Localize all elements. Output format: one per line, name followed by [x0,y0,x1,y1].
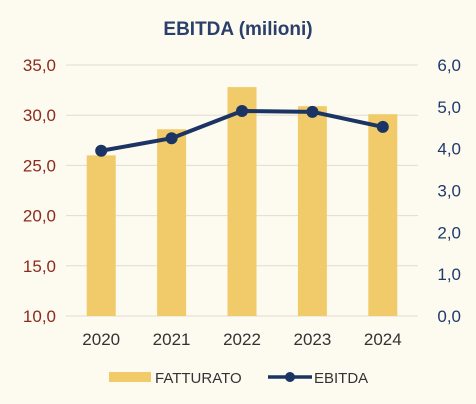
ebitda-point [165,132,178,145]
legend-swatch-ebitda-marker [285,372,295,382]
y-axis-right: 0,0 1,0 2,0 3,0 4,0 5,0 6,0 [437,56,461,326]
y-left-tick-label: 10,0 [23,307,56,326]
y-right-tick-label: 4,0 [437,140,461,159]
x-tick-label: 2022 [223,330,261,349]
y-right-tick-label: 5,0 [437,98,461,117]
chart-title: EBITDA (milioni) [163,19,312,40]
y-right-tick-label: 0,0 [437,307,461,326]
ebitda-point [376,120,389,133]
x-tick-label: 2020 [82,330,120,349]
bar-fatturato [368,114,398,316]
ebitda-point [306,105,319,118]
x-tick-label: 2021 [153,330,191,349]
y-right-tick-label: 1,0 [437,265,461,284]
y-right-tick-label: 2,0 [437,223,461,242]
legend: FATTURATO EBITDA [109,370,368,387]
x-tick-label: 2023 [293,330,331,349]
y-right-tick-label: 3,0 [437,182,461,201]
legend-swatch-fatturato [109,372,151,382]
ebitda-point [95,144,108,157]
legend-label-fatturato: FATTURATO [155,370,242,387]
bar-fatturato [86,155,116,316]
x-tick-label: 2024 [364,330,402,349]
y-left-tick-label: 30,0 [23,106,56,125]
x-axis: 2020 2021 2022 2023 2024 [82,330,401,349]
bar-fatturato [157,129,187,316]
ebitda-point [236,105,248,118]
legend-label-ebitda: EBITDA [314,370,368,387]
y-left-tick-label: 25,0 [23,156,56,175]
fatturato-bars [86,87,398,316]
y-axis-left: 10,0 15,0 20,0 25,0 30,0 35,0 [23,56,56,326]
bar-fatturato [297,106,327,316]
y-left-tick-label: 35,0 [23,56,56,75]
bar-fatturato [227,87,257,316]
y-left-tick-label: 15,0 [23,257,56,276]
ebitda-line-series [95,105,389,157]
y-right-tick-label: 6,0 [437,56,461,75]
y-left-tick-label: 20,0 [23,207,56,226]
